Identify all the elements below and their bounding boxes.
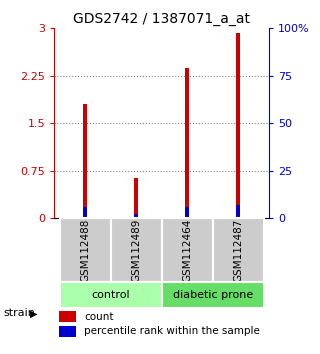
Bar bbox=[83, 207, 87, 218]
Bar bbox=[213, 218, 264, 281]
Bar bbox=[110, 218, 162, 281]
Bar bbox=[83, 104, 87, 218]
Bar bbox=[236, 33, 240, 218]
Text: GSM112464: GSM112464 bbox=[182, 218, 192, 282]
Text: strain: strain bbox=[3, 308, 35, 318]
Bar bbox=[162, 281, 264, 308]
Text: percentile rank within the sample: percentile rank within the sample bbox=[84, 326, 260, 336]
Bar bbox=[236, 205, 240, 218]
Bar bbox=[60, 218, 110, 281]
Bar bbox=[134, 215, 138, 218]
Text: GSM112487: GSM112487 bbox=[233, 218, 243, 282]
Bar bbox=[59, 326, 76, 337]
Text: count: count bbox=[84, 312, 114, 322]
Bar bbox=[162, 218, 213, 281]
Bar bbox=[59, 312, 76, 322]
Text: ▶: ▶ bbox=[30, 308, 38, 318]
Text: diabetic prone: diabetic prone bbox=[172, 290, 253, 300]
Bar bbox=[185, 207, 189, 218]
Bar bbox=[185, 68, 189, 218]
Bar bbox=[134, 178, 138, 218]
Text: GSM112489: GSM112489 bbox=[131, 218, 141, 282]
Text: GSM112488: GSM112488 bbox=[80, 218, 90, 282]
Title: GDS2742 / 1387071_a_at: GDS2742 / 1387071_a_at bbox=[73, 12, 250, 26]
Bar bbox=[60, 281, 162, 308]
Text: control: control bbox=[91, 290, 130, 300]
